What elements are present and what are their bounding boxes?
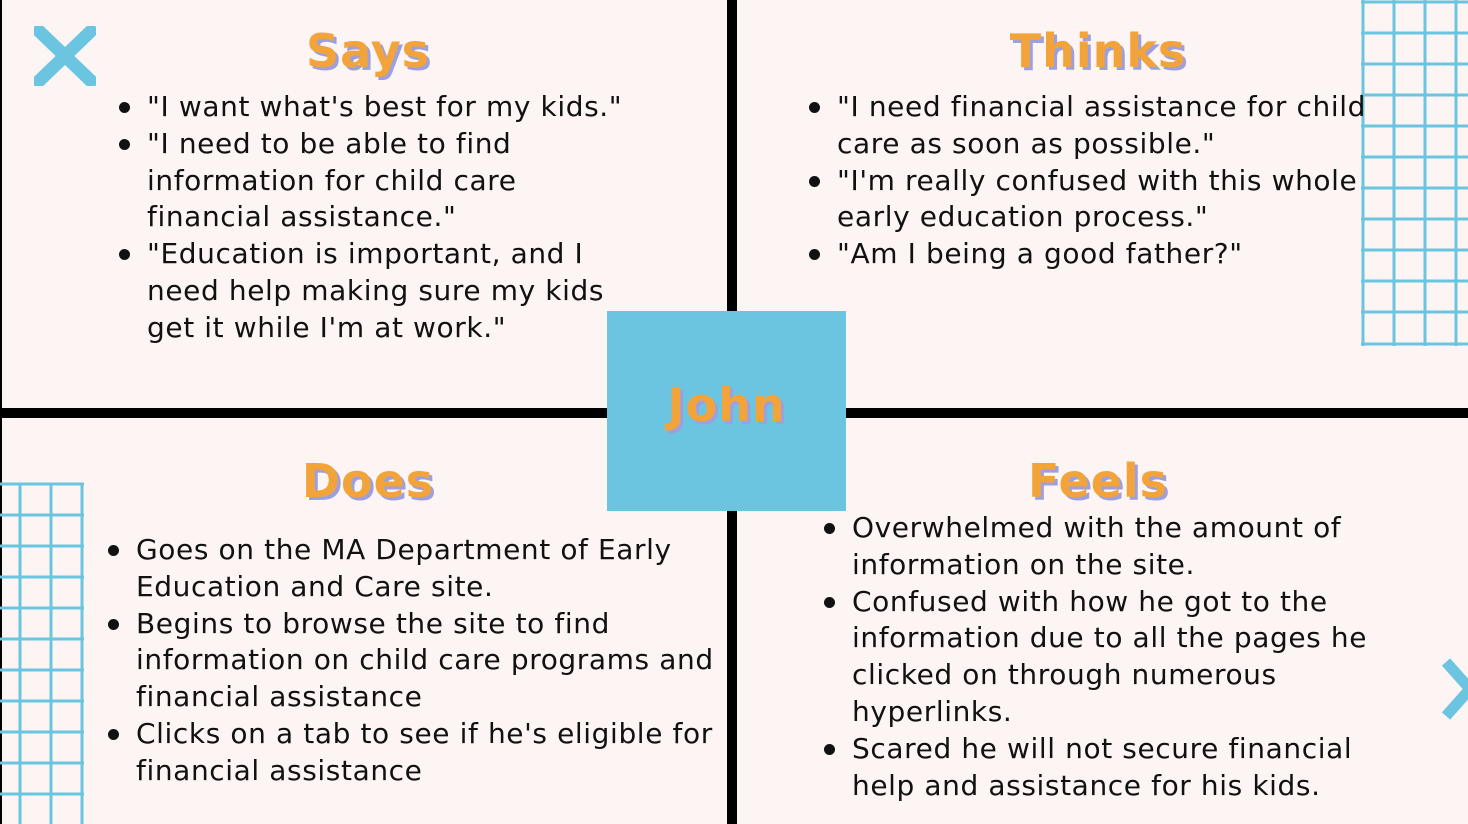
horizontal-divider-left	[0, 408, 608, 418]
grid-pattern-bottom-left	[0, 482, 84, 824]
list-item: "Am I being a good father?"	[807, 236, 1367, 273]
grid-pattern-top-right	[1361, 0, 1468, 346]
does-list: Goes on the MA Department of Early Educa…	[106, 532, 726, 790]
thinks-title: Thinks	[1009, 24, 1187, 78]
feels-title: Feels	[1027, 454, 1169, 508]
list-item: Clicks on a tab to see if he's eligible …	[106, 716, 726, 790]
list-item: "I'm really confused with this whole ear…	[807, 163, 1367, 237]
does-title: Does	[301, 454, 435, 508]
says-title: Says	[305, 24, 431, 78]
says-list: "I want what's best for my kids." "I nee…	[117, 89, 637, 347]
feels-list: Overwhelmed with the amount of informati…	[822, 510, 1422, 804]
persona-name: John	[667, 378, 786, 432]
list-item: "I need to be able to find information f…	[117, 126, 637, 236]
list-item: "I need financial assistance for child c…	[807, 89, 1367, 163]
list-item: Begins to browse the site to find inform…	[106, 606, 726, 716]
thinks-list: "I need financial assistance for child c…	[807, 89, 1367, 273]
list-item: Confused with how he got to the informat…	[822, 584, 1422, 731]
chevron-right-icon	[1441, 658, 1468, 720]
list-item: Overwhelmed with the amount of informati…	[822, 510, 1422, 584]
vertical-divider-bottom	[727, 510, 737, 824]
list-item: Goes on the MA Department of Early Educa…	[106, 532, 726, 606]
vertical-divider-top	[727, 0, 737, 312]
list-item: "I want what's best for my kids."	[117, 89, 637, 126]
horizontal-divider-right	[846, 408, 1468, 418]
list-item: "Education is important, and I need help…	[117, 236, 637, 346]
x-mark-icon	[34, 26, 96, 86]
list-item: Scared he will not secure financial help…	[822, 731, 1422, 805]
persona-box	[607, 311, 846, 511]
